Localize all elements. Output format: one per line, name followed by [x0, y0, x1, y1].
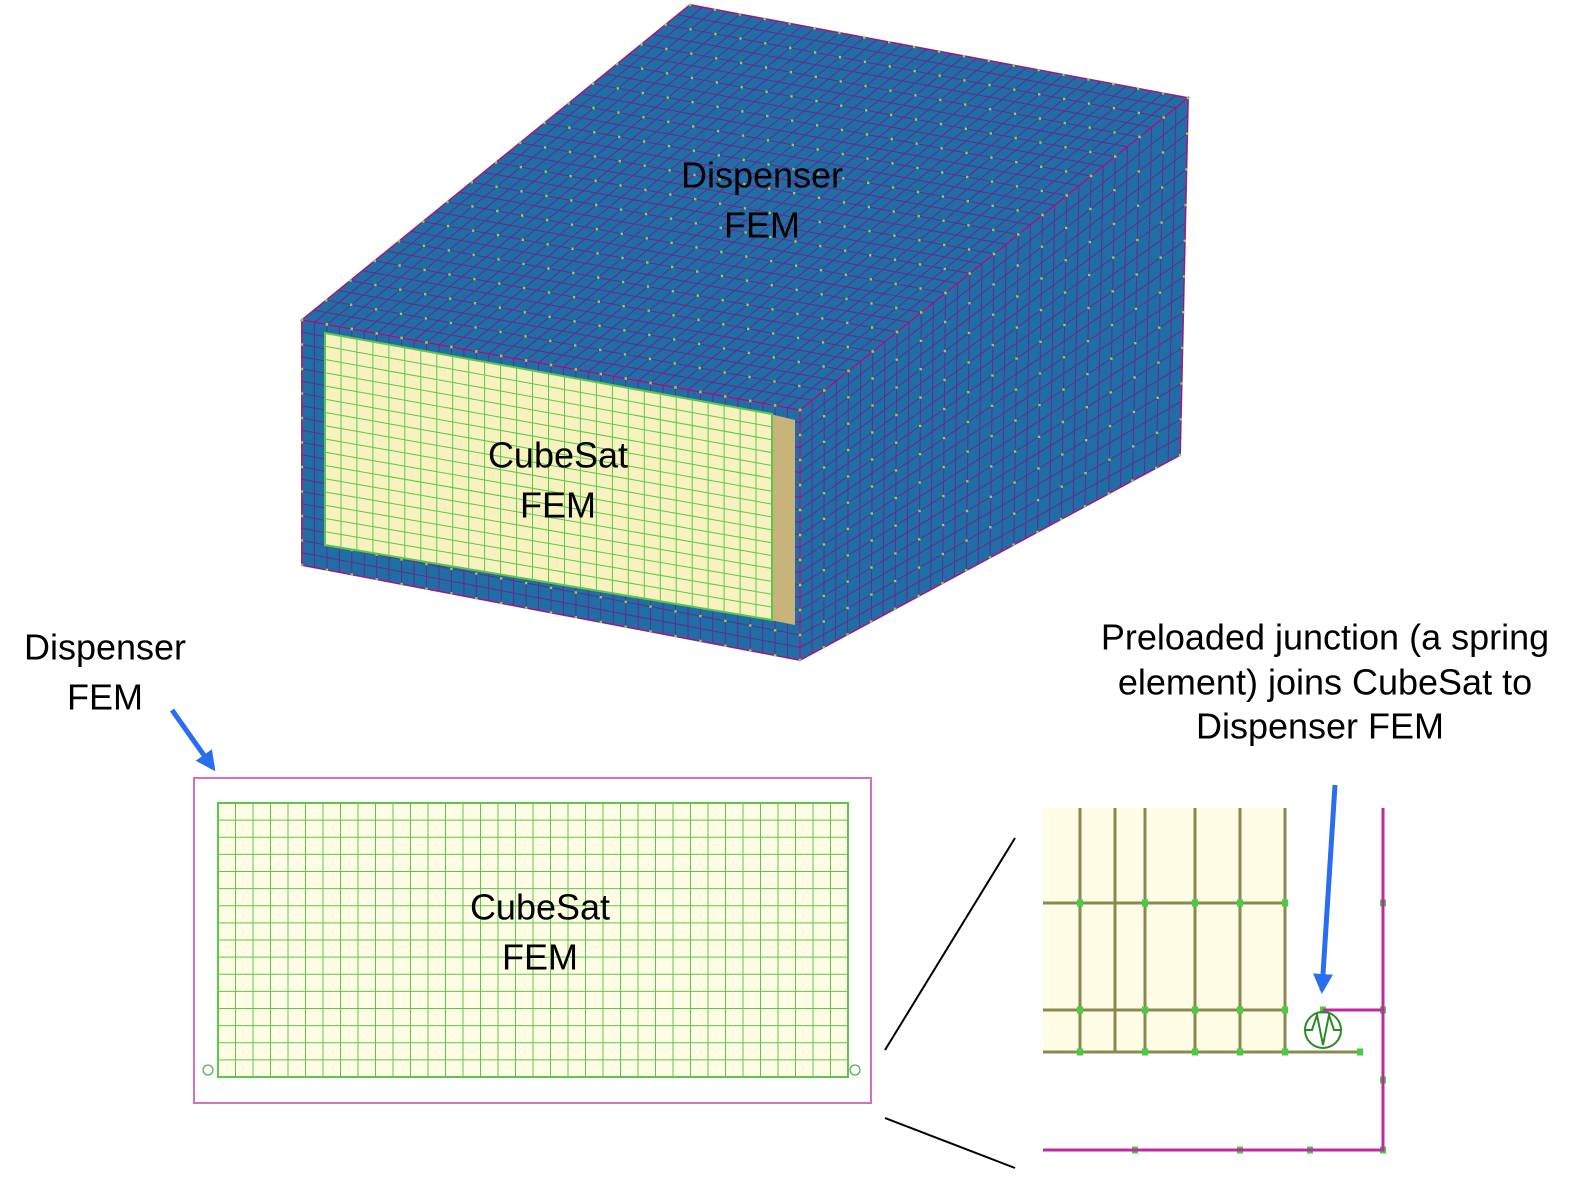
zoom-line [885, 838, 1015, 1050]
isometric-view [301, 5, 1189, 660]
label: element) joins CubeSat to [1118, 662, 1532, 703]
cubesat-side [770, 414, 795, 625]
callout-arrow [1322, 785, 1335, 990]
diagram: Dispenser FEM CubeSat FEM Dispenser FEM … [0, 0, 1574, 1181]
zoom-line [885, 1118, 1015, 1168]
label: FEM [502, 937, 578, 978]
label: Dispenser FEM [1196, 706, 1444, 747]
label: FEM [67, 677, 143, 718]
label: Dispenser [681, 155, 843, 196]
label: FEM [724, 205, 800, 246]
spring-symbol [1305, 1015, 1341, 1045]
label: CubeSat [470, 887, 610, 928]
detail-view [885, 808, 1386, 1168]
label: Preloaded junction (a spring [1101, 617, 1549, 658]
callout-arrow [172, 710, 213, 768]
label: FEM [520, 485, 596, 526]
label: CubeSat [488, 435, 628, 476]
label: Dispenser [24, 627, 186, 668]
